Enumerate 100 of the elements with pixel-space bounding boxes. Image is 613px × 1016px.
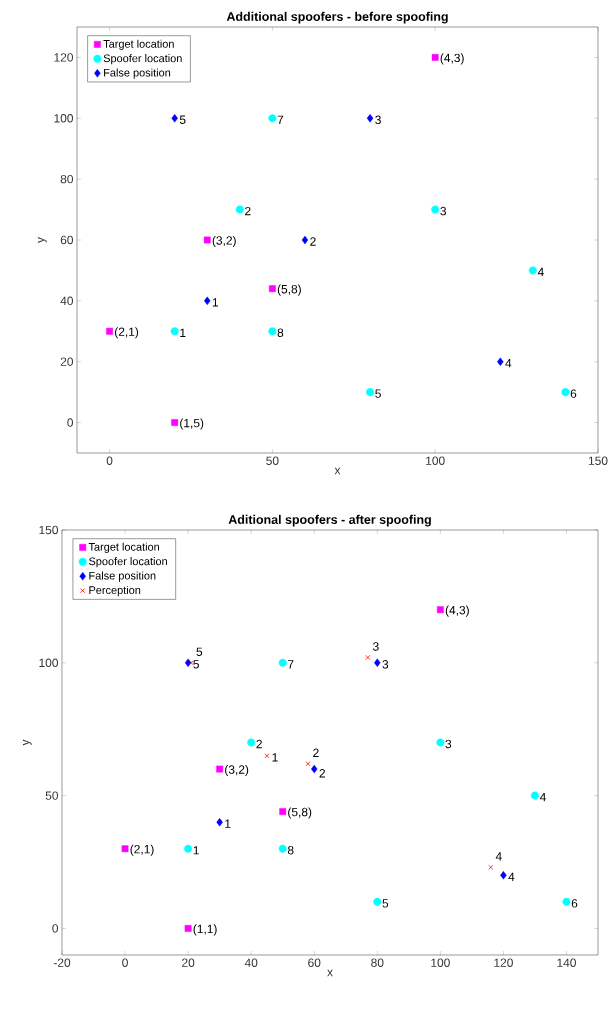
point	[488, 864, 494, 870]
annotation: 5	[382, 899, 389, 908]
y-tick-label: 100	[39, 658, 59, 668]
legend-label: False position	[89, 571, 156, 582]
annotation: (1,5)	[180, 418, 204, 430]
point	[121, 845, 129, 853]
annotation: 8	[287, 846, 294, 855]
x-tick-label: 80	[371, 958, 384, 967]
x-tick-label: 150	[588, 456, 608, 465]
annotation: 2	[245, 206, 251, 216]
point	[235, 205, 244, 214]
annotation: 6	[570, 389, 577, 398]
annotation: 3	[372, 642, 379, 651]
point	[301, 235, 309, 245]
x-tick-label: 60	[308, 958, 321, 967]
point	[204, 296, 211, 306]
point	[216, 765, 224, 773]
x-tick-label: 0	[106, 456, 113, 465]
x-tick-label: 0	[122, 958, 128, 967]
point	[365, 654, 371, 661]
y-axis-title: y	[22, 739, 32, 746]
x-axis-title: x	[327, 969, 333, 977]
annotation: 1	[180, 328, 186, 337]
x-tick-label: 50	[266, 456, 279, 465]
point	[366, 114, 374, 123]
point	[528, 266, 537, 275]
y-tick-label: 120	[54, 53, 74, 62]
point	[203, 236, 211, 244]
annotation: (3,2)	[225, 764, 249, 777]
x-tick-label: 120	[494, 958, 513, 967]
point	[268, 327, 277, 336]
annotation: 6	[571, 899, 578, 908]
legend-label: Spoofer location	[103, 54, 182, 65]
point	[268, 285, 276, 293]
point	[431, 205, 440, 214]
chart-title: Aditional spoofers - after spoofing	[228, 514, 431, 527]
annotation: (4,3)	[440, 53, 464, 65]
annotation: 1	[225, 819, 231, 828]
point	[278, 658, 287, 667]
annotation: 4	[508, 872, 515, 881]
point	[561, 388, 570, 397]
y-tick-label: 80	[60, 174, 74, 184]
point	[366, 388, 375, 397]
point	[171, 114, 178, 123]
y-tick-label: 0	[52, 924, 59, 933]
y-tick-label: 150	[39, 525, 59, 535]
x-tick-label: 20	[182, 958, 195, 967]
point	[562, 897, 571, 906]
annotation: 5	[179, 115, 186, 124]
point	[431, 54, 439, 61]
annotation: 1	[193, 846, 199, 855]
annotation: 4	[505, 359, 512, 368]
point	[170, 327, 179, 336]
annotation: 5	[375, 389, 381, 398]
point	[305, 761, 311, 767]
point	[436, 738, 445, 747]
x-tick-label: 100	[431, 958, 450, 967]
point	[171, 419, 179, 426]
y-tick-label: 60	[60, 235, 74, 245]
x-tick-label: -20	[53, 958, 71, 967]
point	[106, 327, 113, 335]
annotation: 3	[440, 206, 447, 216]
annotation: (4,3)	[445, 605, 469, 617]
point	[500, 871, 507, 880]
annotation: 7	[277, 115, 284, 124]
x-tick-label: 40	[244, 958, 258, 967]
annotation: (5,8)	[277, 284, 301, 296]
y-tick-label: 50	[45, 791, 59, 800]
annotation: 4	[539, 793, 546, 802]
legend-label: Target location	[88, 542, 160, 553]
annotation: (2,1)	[115, 327, 139, 339]
point	[311, 764, 318, 774]
y-tick-label: 0	[67, 418, 74, 427]
annotation: 1	[212, 298, 219, 307]
chart-title: Additional spoofers - before spoofing	[226, 11, 448, 24]
annotation: 5	[196, 647, 203, 656]
x-axis-title: x	[334, 467, 341, 475]
annotation: 2	[319, 769, 325, 778]
annotation: (3,2)	[212, 235, 236, 248]
annotation: 7	[288, 660, 294, 669]
point	[264, 753, 270, 759]
annotation: 2	[313, 748, 319, 757]
point	[374, 658, 381, 667]
point	[247, 738, 256, 747]
point	[184, 844, 193, 853]
point	[497, 357, 504, 366]
point	[530, 791, 539, 800]
annotation: 3	[375, 115, 381, 124]
annotation: 3	[382, 660, 389, 669]
x-tick-label: 140	[557, 958, 576, 967]
annotation: 2	[310, 237, 316, 246]
annotation: 1	[272, 753, 278, 762]
point	[268, 114, 277, 123]
legend-label: Spoofer location	[88, 557, 167, 568]
annotation: 4	[495, 852, 502, 861]
annotation: (2,1)	[130, 844, 154, 856]
legend-label: Perception	[89, 585, 141, 597]
legend-label: False position	[104, 68, 171, 79]
annotation: 8	[277, 328, 284, 337]
y-tick-label: 40	[60, 296, 74, 306]
